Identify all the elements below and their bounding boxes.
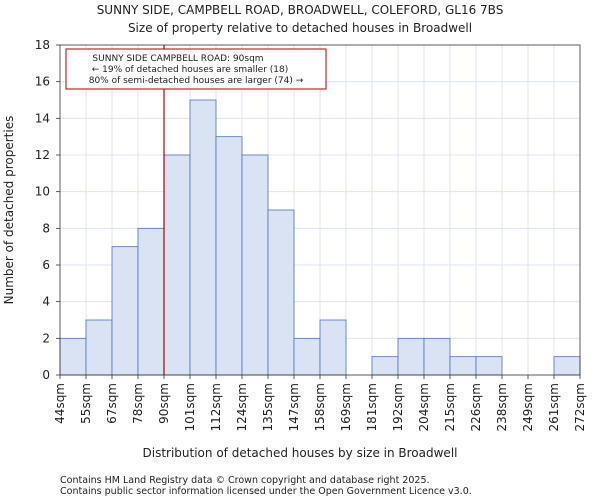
bar xyxy=(475,356,503,376)
x-tick-label: 181sqm xyxy=(365,383,379,431)
x-tick-label: 90sqm xyxy=(157,383,171,424)
x-tick-label: 249sqm xyxy=(521,383,535,431)
bar xyxy=(449,356,477,376)
y-tick-label: 6 xyxy=(42,258,50,272)
x-tick-label: 135sqm xyxy=(261,383,275,431)
bars xyxy=(59,99,581,376)
y-tick-label: 2 xyxy=(42,331,50,345)
bar xyxy=(319,319,347,376)
bar xyxy=(137,227,165,376)
annotation-line2: ← 19% of detached houses are smaller (18… xyxy=(92,65,289,75)
bar xyxy=(111,246,139,376)
x-tick-label: 124sqm xyxy=(235,383,249,431)
bar xyxy=(189,99,217,376)
chart-title-line1: SUNNY SIDE, CAMPBELL ROAD, BROADWELL, CO… xyxy=(97,3,504,17)
x-tick-label: 44sqm xyxy=(53,383,67,424)
y-tick-label: 0 xyxy=(42,368,50,382)
bar xyxy=(553,356,581,376)
chart-title-line2: Size of property relative to detached ho… xyxy=(128,21,472,35)
x-tick-label: 101sqm xyxy=(183,383,197,431)
x-axis-label: Distribution of detached houses by size … xyxy=(143,446,458,460)
bar xyxy=(163,154,191,376)
y-tick-label: 12 xyxy=(35,148,50,162)
plot-frame xyxy=(59,44,581,376)
x-ticks: 44sqm 55sqm 67sqm 78sqm 90sqm 101sqm 112sqm 124… xyxy=(53,375,587,431)
bar xyxy=(371,356,399,376)
x-tick-label: 272sqm xyxy=(573,383,587,431)
x-tick-label: 192sqm xyxy=(391,383,405,431)
annotation-line3: 80% of semi-detached houses are larger (… xyxy=(89,76,304,86)
y-tick-label: 14 xyxy=(35,111,50,125)
x-tick-label: 226sqm xyxy=(469,383,483,431)
x-tick-label: 215sqm xyxy=(443,383,457,431)
x-tick-label: 147sqm xyxy=(287,383,301,431)
x-tick-label: 55sqm xyxy=(79,383,93,424)
bar xyxy=(397,337,425,376)
x-tick-label: 112sqm xyxy=(209,383,223,431)
bar xyxy=(267,209,295,376)
x-tick-label: 67sqm xyxy=(105,383,119,424)
y-tick-label: 10 xyxy=(35,185,50,199)
y-tick-label: 8 xyxy=(42,221,50,235)
bar xyxy=(215,136,243,376)
y-tick-label: 16 xyxy=(35,75,50,89)
x-tick-label: 169sqm xyxy=(339,383,353,431)
annotation-box: SUNNY SIDE CAMPBELL ROAD: 90sqm ← 19% of… xyxy=(65,48,327,90)
footer-line1: Contains HM Land Registry data © Crown c… xyxy=(60,475,430,486)
annotation-line1: SUNNY SIDE CAMPBELL ROAD: 90sqm xyxy=(92,54,263,64)
bar xyxy=(59,337,87,376)
bar xyxy=(293,337,321,376)
bar xyxy=(85,319,113,376)
y-tick-label: 4 xyxy=(42,295,50,309)
x-tick-label: 78sqm xyxy=(131,383,145,424)
bar xyxy=(241,154,269,376)
y-ticks: 0 2 4 6 8 10 12 14 16 18 xyxy=(35,38,60,382)
x-tick-label: 238sqm xyxy=(495,383,509,431)
footer-line2: Contains public sector information licen… xyxy=(60,486,472,497)
y-tick-label: 18 xyxy=(35,38,50,52)
x-tick-label: 204sqm xyxy=(417,383,431,431)
y-axis-label: Number of detached properties xyxy=(2,116,16,305)
x-tick-label: 158sqm xyxy=(313,383,327,431)
x-tick-label: 261sqm xyxy=(547,383,561,431)
bar xyxy=(423,337,451,376)
